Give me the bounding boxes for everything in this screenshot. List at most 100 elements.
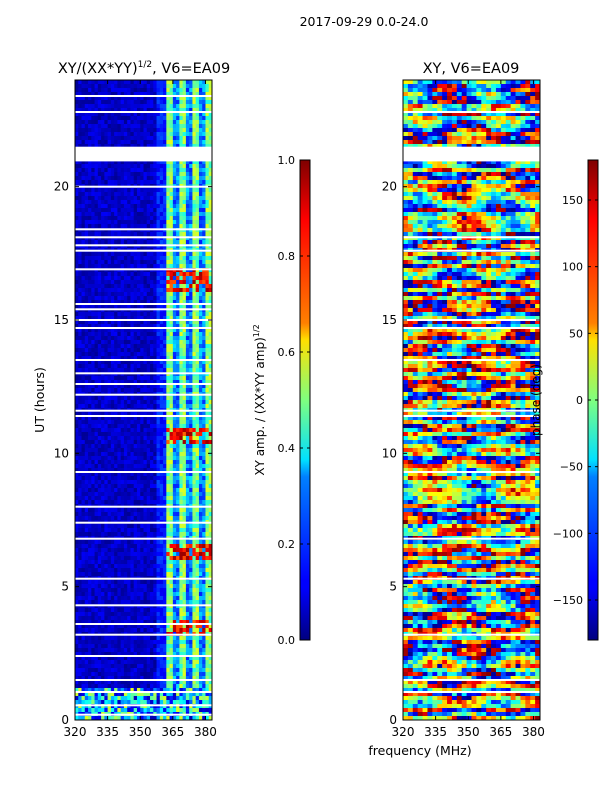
amplitude-cell bbox=[127, 544, 131, 549]
amplitude-cell bbox=[189, 100, 193, 105]
amplitude-cell bbox=[156, 180, 161, 185]
amplitude-cell bbox=[176, 124, 180, 129]
amplitude-cell bbox=[120, 112, 125, 117]
amplitude-cell bbox=[123, 412, 128, 417]
amplitude-cell bbox=[97, 472, 102, 477]
amplitude-cell bbox=[192, 316, 197, 321]
amplitude-cell bbox=[182, 284, 187, 289]
amplitude-cell bbox=[202, 316, 206, 321]
amplitude-cell bbox=[94, 360, 99, 365]
amplitude-cell bbox=[195, 124, 200, 129]
amplitude-cell bbox=[172, 208, 177, 213]
amplitude-cell bbox=[78, 204, 82, 209]
amplitude-cell bbox=[97, 224, 102, 229]
amplitude-cell bbox=[185, 324, 190, 329]
amplitude-cell bbox=[133, 440, 138, 445]
amplitude-cell bbox=[136, 412, 141, 417]
amplitude-cell bbox=[88, 432, 92, 437]
amplitude-cell bbox=[195, 296, 200, 301]
amplitude-cell bbox=[189, 528, 193, 533]
amplitude-cell bbox=[185, 488, 190, 493]
amplitude-cell bbox=[176, 332, 180, 337]
amplitude-cell bbox=[110, 508, 115, 513]
amplitude-cell bbox=[123, 140, 128, 145]
amplitude-cell bbox=[78, 444, 82, 449]
amplitude-cell bbox=[198, 324, 203, 329]
amplitude-cell bbox=[88, 108, 92, 113]
amplitude-cell bbox=[166, 272, 170, 277]
amplitude-cell bbox=[101, 88, 105, 93]
amplitude-cell bbox=[133, 108, 138, 113]
amplitude-cell bbox=[143, 336, 148, 341]
amplitude-cell bbox=[189, 428, 193, 433]
amplitude-cell bbox=[163, 444, 167, 449]
amplitude-cell bbox=[123, 424, 128, 429]
amplitude-cell bbox=[185, 188, 190, 193]
amplitude-cell bbox=[182, 220, 187, 225]
amplitude-cell bbox=[130, 312, 135, 317]
amplitude-cell bbox=[107, 336, 112, 341]
amplitude-cell bbox=[166, 544, 170, 549]
amplitude-cell bbox=[166, 540, 170, 545]
amplitude-cell bbox=[150, 204, 154, 209]
amplitude-cell bbox=[136, 328, 141, 333]
amplitude-cell bbox=[182, 196, 187, 201]
amplitude-cell bbox=[192, 176, 197, 181]
amplitude-cell bbox=[156, 380, 161, 385]
amplitude-cell bbox=[78, 440, 82, 445]
amplitude-cell bbox=[169, 112, 174, 117]
amplitude-cell bbox=[150, 188, 154, 193]
amplitude-cell bbox=[101, 352, 105, 357]
amplitude-cell bbox=[123, 496, 128, 501]
amplitude-cell bbox=[84, 300, 89, 305]
amplitude-cell bbox=[179, 384, 184, 389]
amplitude-cell bbox=[123, 320, 128, 325]
amplitude-cell bbox=[84, 332, 89, 337]
amplitude-cell bbox=[101, 464, 105, 469]
amplitude-cell bbox=[107, 260, 112, 265]
amplitude-cell bbox=[130, 396, 135, 401]
amplitude-cell bbox=[114, 500, 118, 505]
amplitude-cell bbox=[192, 264, 197, 269]
amplitude-cell bbox=[166, 240, 170, 245]
amplitude-cell bbox=[169, 204, 174, 209]
amplitude-cell bbox=[192, 492, 197, 497]
amplitude-cell bbox=[84, 436, 89, 441]
amplitude-cell bbox=[136, 264, 141, 269]
amplitude-cell bbox=[81, 468, 86, 473]
amplitude-cell bbox=[153, 96, 157, 101]
amplitude-cell bbox=[176, 232, 180, 237]
amplitude-cell bbox=[198, 420, 203, 425]
amplitude-cell bbox=[120, 140, 125, 145]
amplitude-cell bbox=[81, 404, 86, 409]
amplitude-cell bbox=[136, 116, 141, 121]
amplitude-cell bbox=[198, 180, 203, 185]
amplitude-cell bbox=[104, 172, 109, 177]
amplitude-cell bbox=[101, 252, 105, 257]
amplitude-cell bbox=[78, 200, 82, 205]
amplitude-cell bbox=[133, 480, 138, 485]
amplitude-cell bbox=[123, 400, 128, 405]
amplitude-cell bbox=[75, 316, 79, 321]
amplitude-cell bbox=[127, 508, 131, 513]
amplitude-cell bbox=[127, 176, 131, 181]
amplitude-cell bbox=[78, 220, 82, 225]
amplitude-cell bbox=[123, 444, 128, 449]
amplitude-cell bbox=[202, 128, 206, 133]
amplitude-cell bbox=[198, 116, 203, 121]
amplitude-cell bbox=[130, 172, 135, 177]
amplitude-cell bbox=[176, 112, 180, 117]
amplitude-cell bbox=[195, 136, 200, 141]
amplitude-cell bbox=[156, 348, 161, 353]
amplitude-cell bbox=[208, 292, 212, 297]
amplitude-cell bbox=[172, 280, 177, 285]
amplitude-cell bbox=[150, 484, 154, 489]
amplitude-cell bbox=[84, 296, 89, 301]
amplitude-cell bbox=[156, 304, 161, 309]
amplitude-cell bbox=[117, 264, 122, 269]
amplitude-cell bbox=[88, 416, 92, 421]
amplitude-cell bbox=[166, 484, 170, 489]
amplitude-cell bbox=[153, 412, 157, 417]
amplitude-cell bbox=[101, 532, 105, 537]
amplitude-cell bbox=[94, 528, 99, 533]
